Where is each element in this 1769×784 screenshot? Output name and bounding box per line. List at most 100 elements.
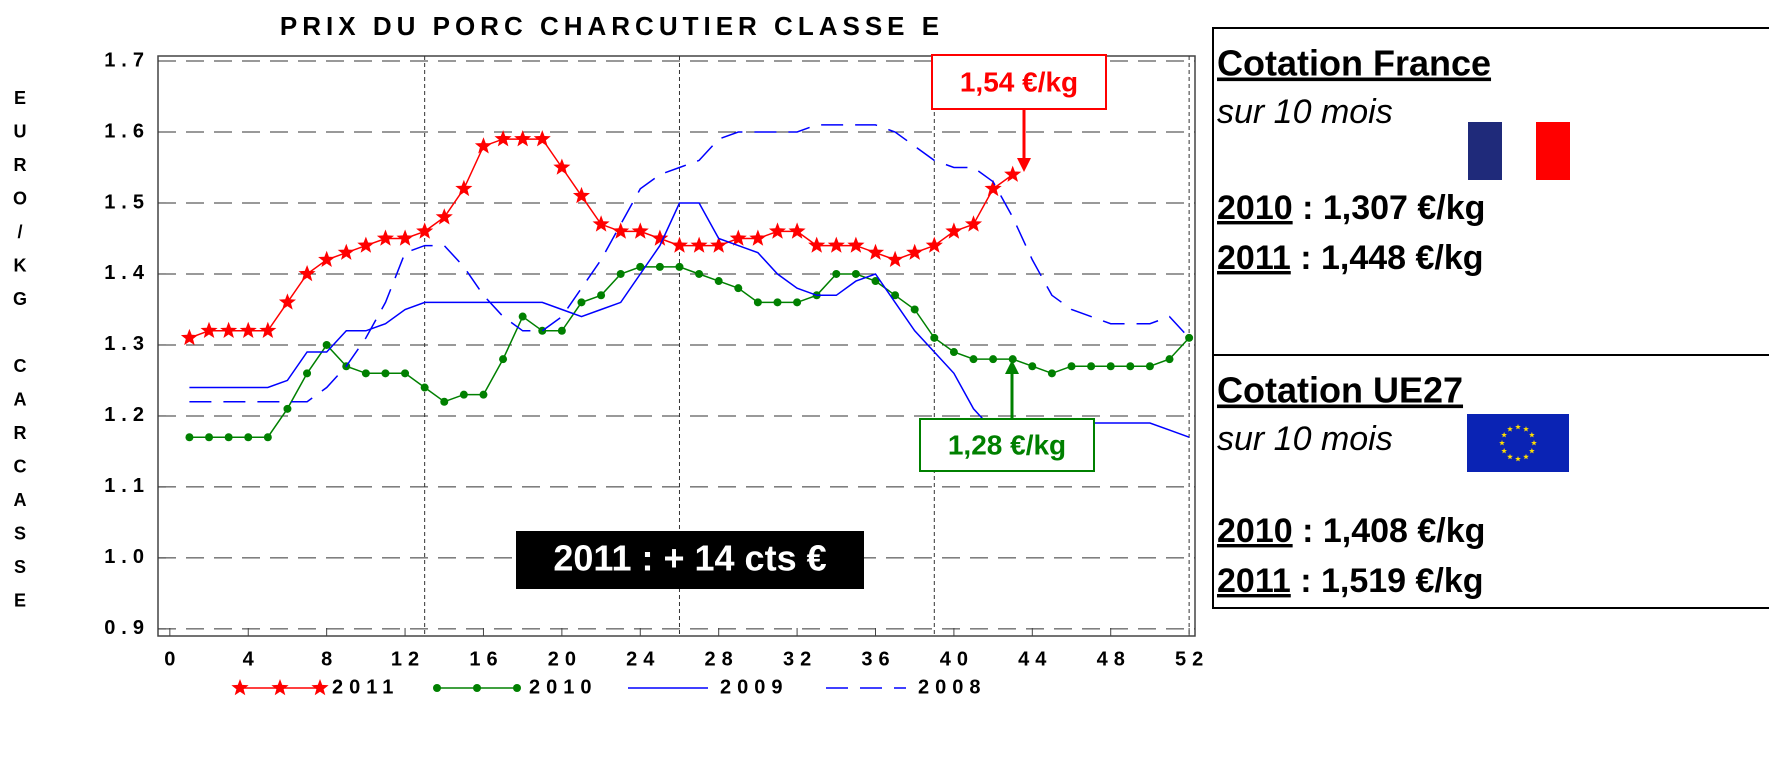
marker: [906, 243, 924, 260]
marker: [793, 298, 802, 307]
marker: [1165, 355, 1174, 364]
x-tick-label: 52: [1175, 648, 1209, 670]
annotation-box: [931, 54, 1107, 110]
flag: [1536, 122, 1570, 180]
flag-star: [1515, 456, 1521, 462]
arrowhead: [1017, 158, 1031, 172]
y-tick-label: 1.1: [104, 475, 150, 497]
flag-star: [1501, 448, 1507, 454]
y-tick-label: 1.7: [104, 49, 150, 71]
marker: [612, 222, 630, 239]
x-tick-label: 12: [391, 648, 425, 670]
marker: [910, 305, 919, 314]
series-line: [189, 202, 1190, 438]
y-axis-label: EURO/KG CARCASSE: [10, 88, 30, 624]
flag-stars: [1499, 424, 1537, 462]
marker: [670, 236, 688, 253]
marker: [925, 236, 943, 253]
panel-row: 2011 : 1,448 €/kg: [1217, 239, 1484, 277]
marker: [1145, 362, 1154, 371]
flag-star: [1523, 453, 1529, 460]
marker: [357, 236, 375, 253]
marker: [989, 355, 998, 364]
marker: [200, 321, 218, 338]
marker: [376, 229, 394, 246]
marker: [473, 684, 481, 692]
marker: [1067, 362, 1076, 371]
marker: [259, 321, 277, 338]
flag-star: [1515, 424, 1521, 430]
flag-star: [1523, 426, 1529, 432]
marker: [827, 236, 845, 253]
marker: [231, 679, 249, 696]
marker: [749, 229, 767, 246]
marker: [832, 269, 841, 278]
panel-value: : 1,448 €/kg: [1291, 239, 1484, 277]
marker: [675, 262, 684, 271]
flag-star: [1529, 432, 1535, 438]
marker: [494, 130, 512, 147]
marker: [401, 369, 410, 378]
x-tick-label: 28: [705, 648, 739, 670]
x-tick-label: 8: [321, 648, 338, 670]
x-tick-label: 32: [783, 648, 817, 670]
marker: [1185, 333, 1194, 342]
marker: [278, 293, 296, 310]
panel-box: [1212, 354, 1769, 609]
flag-star: [1531, 440, 1537, 446]
marker: [690, 236, 708, 253]
flag: [1467, 414, 1569, 472]
marker: [1008, 355, 1017, 364]
marker: [930, 333, 939, 342]
marker: [303, 369, 312, 378]
marker: [518, 312, 527, 321]
x-tick-label: 16: [469, 648, 503, 670]
marker: [891, 291, 900, 300]
marker: [322, 340, 331, 349]
marker: [557, 326, 566, 335]
annotation: 1,28 €/kg: [948, 429, 1066, 460]
marker: [499, 355, 508, 364]
legend-label: 2009: [720, 676, 789, 698]
marker: [459, 390, 468, 399]
annotation-box: [516, 531, 864, 589]
marker: [474, 137, 492, 154]
marker: [479, 390, 488, 399]
marker: [592, 215, 610, 232]
marker: [337, 243, 355, 260]
flag-star: [1499, 440, 1505, 446]
x-tick-label: 36: [861, 648, 895, 670]
panel-value: : 1,519 €/kg: [1291, 562, 1484, 600]
marker: [886, 250, 904, 267]
flag-star: [1507, 453, 1513, 460]
x-tick-label: 20: [548, 648, 582, 670]
legend-label: 2011: [332, 676, 399, 698]
marker: [224, 433, 233, 442]
series-line: [189, 138, 1014, 339]
panel-year: 2011: [1217, 562, 1291, 600]
y-tick-label: 1.3: [104, 333, 150, 355]
marker: [298, 265, 316, 282]
panel-row: 2010 : 1,307 €/kg: [1217, 189, 1485, 227]
marker: [714, 277, 723, 286]
marker: [433, 684, 441, 692]
marker: [729, 229, 747, 246]
y-tick-label: 1.5: [104, 191, 150, 213]
panel-title: Cotation UE27: [1217, 370, 1463, 411]
marker: [773, 298, 782, 307]
marker: [949, 348, 958, 357]
marker: [1047, 369, 1056, 378]
marker: [808, 236, 826, 253]
marker: [851, 269, 860, 278]
marker: [866, 243, 885, 260]
marker: [984, 179, 1002, 197]
marker: [271, 679, 289, 696]
panel-value: : 1,408 €/kg: [1293, 512, 1486, 550]
marker: [964, 215, 983, 232]
marker: [283, 404, 292, 413]
y-tick-label: 1.2: [104, 404, 150, 426]
marker: [420, 383, 429, 392]
series-line: [189, 266, 1190, 438]
marker: [239, 321, 257, 338]
